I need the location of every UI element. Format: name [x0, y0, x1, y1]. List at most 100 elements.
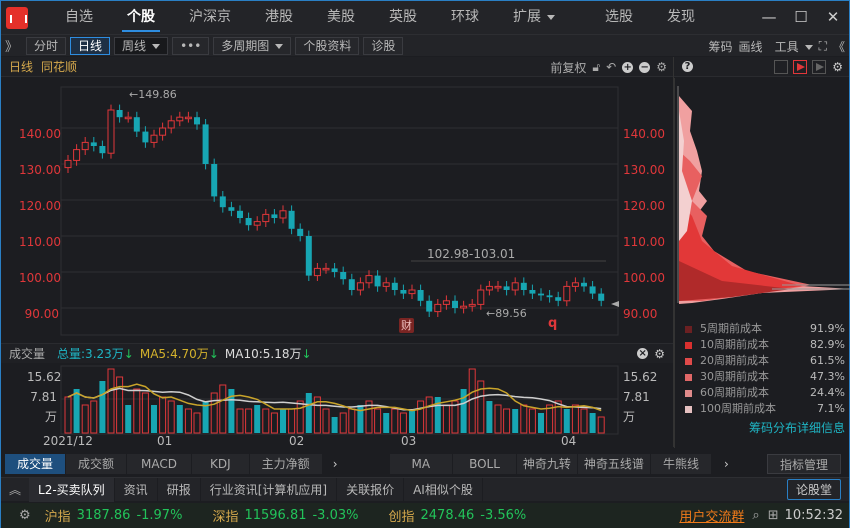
- expand-up-icon[interactable]: ︽: [9, 483, 22, 497]
- expand-sidebar-icon[interactable]: 》: [5, 40, 19, 55]
- y-tick: 120.00: [19, 199, 61, 213]
- index-value: 3187.86: [76, 508, 131, 523]
- nav-uk[interactable]: 英股: [389, 9, 417, 25]
- index-change: -3.56%: [480, 508, 527, 523]
- zoom-out-icon[interactable]: −: [639, 61, 651, 73]
- chevron-right-icon[interactable]: ›: [332, 457, 338, 471]
- indicator-manage-button[interactable]: 指标管理: [766, 454, 841, 474]
- collapse-icon[interactable]: 《: [832, 39, 845, 54]
- chevron-down-icon: [275, 43, 284, 49]
- tab-research[interactable]: 研报: [158, 477, 201, 502]
- legend-row-30: 30周期前成本 47.3%: [685, 369, 845, 385]
- ind-kdj[interactable]: KDJ: [192, 454, 250, 474]
- tab-industry-news[interactable]: 行业资讯[计算机应用]: [201, 477, 338, 502]
- legend-swatch: [685, 357, 692, 365]
- legend-swatch: [685, 325, 692, 333]
- total-volume: 总量:3.23万↓: [57, 347, 134, 361]
- arrow-down-icon: ↓: [123, 347, 134, 361]
- chip-legend: 5周期前成本 91.9% 10周期前成本 82.9% 20周期前成本 61.5% 30…: [685, 321, 845, 436]
- tab-ai-similar[interactable]: AI相似个股: [404, 477, 483, 502]
- chip-detail-link[interactable]: 筹码分布详细信息: [748, 421, 845, 435]
- chip-panel-header: ? ⚙: [674, 57, 849, 77]
- low-price-label: ←89.56: [486, 307, 527, 320]
- minimize-button[interactable]: —: [761, 8, 777, 26]
- tab-related-quotes[interactable]: 关联报价: [337, 477, 405, 502]
- close-indicator-icon[interactable]: ×: [637, 348, 649, 359]
- gear-icon[interactable]: ⚙: [832, 59, 843, 74]
- nav-screener[interactable]: 选股: [605, 9, 633, 25]
- draw-button[interactable]: 画线: [738, 39, 763, 54]
- vol-y-tick: 15.62: [27, 370, 62, 384]
- y-tick: 110.00: [19, 235, 61, 249]
- more-button[interactable]: •••: [172, 36, 210, 55]
- weekly-dropdown[interactable]: 周线: [114, 36, 169, 55]
- index-name[interactable]: 创指: [388, 510, 415, 525]
- forum-button[interactable]: 论股堂: [786, 479, 841, 500]
- gear-icon[interactable]: ⚙: [654, 346, 665, 361]
- y-tick: 130.00: [19, 163, 61, 177]
- nav-stock[interactable]: 个股: [110, 1, 172, 34]
- volume-chart[interactable]: 15.62 7.81 万 15.62 7.81 万 2021/12 01 02 …: [1, 363, 673, 448]
- ind-boll[interactable]: BOLL: [453, 454, 517, 474]
- user-group-link[interactable]: 用户交流群: [679, 510, 745, 525]
- undo-icon[interactable]: ↶: [606, 60, 617, 74]
- legend-swatch: [685, 341, 692, 349]
- nav-global[interactable]: 环球: [451, 9, 479, 25]
- help-icon[interactable]: ?: [682, 61, 693, 72]
- adjust-mode-button[interactable]: 前复权: [550, 60, 587, 75]
- chip-distribution-panel: 5周期前成本 91.9% 10周期前成本 82.9% 20周期前成本 61.5% 30…: [674, 78, 850, 448]
- ind-main-net[interactable]: 主力净额: [249, 454, 323, 474]
- nav-hk[interactable]: 港股: [265, 9, 293, 25]
- chevron-down-icon: [804, 44, 813, 50]
- ind-amount[interactable]: 成交额: [66, 454, 128, 474]
- daily-button[interactable]: 日线: [70, 36, 111, 55]
- stock-profile-button[interactable]: 个股资料: [295, 36, 360, 55]
- nav-self-select[interactable]: 自选: [65, 9, 93, 25]
- chip-red-icon[interactable]: [793, 59, 808, 74]
- arrow-down-icon: ↓: [301, 347, 312, 361]
- ind-bull-bear[interactable]: 牛熊线: [650, 454, 712, 474]
- tab-l2-queue[interactable]: L2-买卖队列: [29, 477, 115, 502]
- tab-news[interactable]: 资讯: [115, 477, 158, 502]
- close-button[interactable]: ✕: [826, 8, 840, 26]
- ind-nine-turn[interactable]: 神奇九转: [516, 454, 578, 474]
- financial-badge[interactable]: 财: [399, 318, 414, 333]
- lock-icon[interactable]: 🔓︎: [592, 59, 601, 74]
- zoom-in-icon[interactable]: +: [622, 61, 634, 73]
- x-tick: 04: [561, 434, 577, 448]
- chevron-right-icon[interactable]: ›: [723, 457, 729, 471]
- period-label: 日线: [9, 60, 34, 74]
- fullscreen-icon[interactable]: ⛶: [818, 38, 827, 53]
- ind-volume[interactable]: 成交量: [5, 454, 67, 474]
- gear-icon[interactable]: ⚙: [19, 508, 31, 523]
- nav-us[interactable]: 美股: [327, 9, 355, 25]
- chip-gray-icon[interactable]: [812, 59, 827, 74]
- nav-discover[interactable]: 发现: [667, 9, 695, 25]
- diagnose-button[interactable]: 诊股: [363, 36, 404, 55]
- list-view-icon[interactable]: [774, 59, 789, 74]
- nav-hushen[interactable]: 沪深京: [189, 9, 231, 25]
- index-name[interactable]: 沪指: [44, 510, 71, 525]
- index-value: 11596.81: [244, 508, 307, 523]
- legend-swatch: [685, 405, 692, 413]
- nav-extend[interactable]: 扩展: [496, 1, 572, 34]
- y-tick-right: 130.00: [623, 163, 665, 177]
- index-name[interactable]: 深指: [212, 510, 239, 525]
- intraday-button[interactable]: 分时: [26, 36, 67, 55]
- index-change: -1.97%: [136, 508, 183, 523]
- app-logo[interactable]: [6, 6, 28, 29]
- candlestick-chart[interactable]: ←149.86 102.98-103.01 ←89.56 140.00 130.…: [1, 78, 673, 341]
- event-badge[interactable]: q: [548, 316, 558, 331]
- search-icon[interactable]: ⌕: [752, 508, 760, 523]
- ind-five-line[interactable]: 神奇五线谱: [577, 454, 651, 474]
- ind-macd[interactable]: MACD: [127, 454, 193, 474]
- tools-dropdown[interactable]: 工具: [775, 38, 813, 55]
- chips-button[interactable]: 筹码: [708, 39, 733, 54]
- ma10-value: MA10:5.18万↓: [224, 347, 312, 361]
- maximize-button[interactable]: ☐: [794, 8, 808, 26]
- gear-icon[interactable]: ⚙: [656, 60, 667, 74]
- ind-ma[interactable]: MA: [389, 454, 454, 474]
- vol-y-tick: 7.81: [30, 390, 57, 404]
- multi-period-dropdown[interactable]: 多周期图: [213, 36, 292, 55]
- y-tick-right: 110.00: [623, 235, 665, 249]
